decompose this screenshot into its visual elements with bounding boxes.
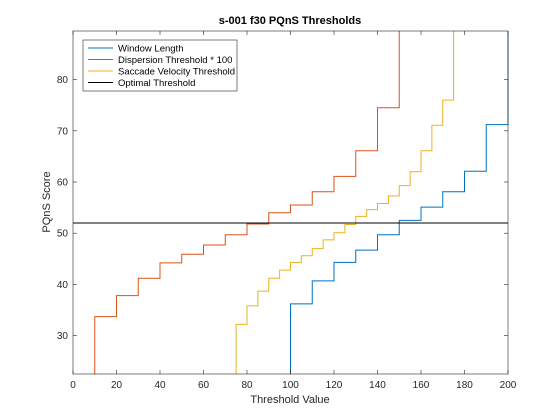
x-tick-label: 40: [154, 380, 166, 391]
y-axis-label: PQnS Score: [41, 171, 53, 232]
series-line-2: [235, 31, 455, 374]
chart-title: s-001 f30 PQnS Thresholds: [219, 15, 361, 27]
ticks-layer: 0 20 40 60 80 100 120 140 160 180 200 30 40 50 60 70 80: [57, 31, 517, 391]
x-tick-label: 0: [70, 380, 76, 391]
y-tick-label: 80: [57, 75, 69, 86]
x-tick-label: 120: [326, 380, 343, 391]
y-tick-label: 30: [57, 331, 69, 342]
x-tick-label: 80: [241, 380, 253, 391]
series-layer: [73, 31, 509, 374]
series-line-1: [94, 31, 400, 374]
x-tick-label: 140: [369, 380, 386, 391]
x-tick-label: 200: [500, 380, 517, 391]
legend-entry-label: Optimal Threshold: [118, 78, 195, 89]
legend-entry-label: Saccade Velocity Threshold: [118, 66, 235, 77]
y-tick-label: 70: [57, 126, 69, 137]
y-tick-label: 60: [57, 178, 69, 189]
x-tick-label: 100: [282, 380, 299, 391]
legend-entry-label: Dispersion Threshold * 100: [118, 55, 232, 66]
x-axis-label: Threshold Value: [250, 394, 329, 406]
x-tick-label: 20: [111, 380, 123, 391]
x-tick-label: 160: [413, 380, 430, 391]
x-tick-label: 60: [198, 380, 210, 391]
legend-entry-label: Window Length: [118, 43, 183, 54]
x-tick-label: 180: [456, 380, 473, 391]
series-line-0: [290, 31, 509, 374]
y-tick-label: 50: [57, 229, 69, 240]
y-tick-label: 40: [57, 280, 69, 291]
